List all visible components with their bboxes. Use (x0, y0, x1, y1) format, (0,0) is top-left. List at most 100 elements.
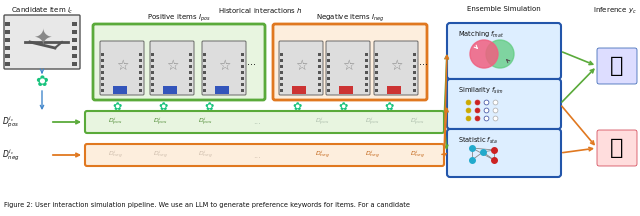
Text: $D^i_{pos}$: $D^i_{pos}$ (410, 116, 424, 128)
Bar (387, 86, 401, 94)
Bar (139, 59, 142, 62)
Bar (139, 53, 142, 56)
Bar (413, 83, 416, 86)
FancyBboxPatch shape (374, 41, 418, 95)
Text: ✿: ✿ (339, 102, 348, 112)
Bar (327, 77, 330, 80)
Bar (241, 65, 244, 68)
Bar (318, 71, 321, 74)
Bar (101, 77, 104, 80)
Bar (375, 89, 378, 92)
Text: ✿: ✿ (158, 102, 168, 112)
FancyBboxPatch shape (273, 24, 427, 100)
FancyBboxPatch shape (279, 41, 323, 95)
Bar (318, 65, 321, 68)
Bar (5, 30, 10, 34)
FancyBboxPatch shape (85, 111, 444, 133)
Bar (189, 59, 192, 62)
FancyBboxPatch shape (4, 15, 80, 69)
Text: ✿: ✿ (384, 102, 394, 112)
Bar (101, 89, 104, 92)
Text: Candidate item $i_c$: Candidate item $i_c$ (11, 6, 74, 16)
Bar (292, 86, 306, 94)
Bar (151, 77, 154, 80)
Bar (318, 83, 321, 86)
Bar (203, 59, 206, 62)
Bar (241, 89, 244, 92)
Bar (189, 89, 192, 92)
Bar (203, 77, 206, 80)
Bar (339, 86, 353, 94)
Bar (203, 89, 206, 92)
Text: ☆: ☆ (218, 59, 230, 73)
FancyBboxPatch shape (150, 41, 194, 95)
Text: ☆: ☆ (166, 59, 179, 73)
Bar (72, 22, 77, 26)
FancyBboxPatch shape (447, 23, 561, 79)
Bar (318, 53, 321, 56)
Text: 👎: 👎 (611, 138, 624, 158)
Bar (241, 59, 244, 62)
Bar (72, 46, 77, 50)
Bar (318, 77, 321, 80)
Text: $D^{i_c}_{pos}$: $D^{i_c}_{pos}$ (2, 114, 19, 130)
Text: ☆: ☆ (295, 59, 307, 73)
Bar (101, 53, 104, 56)
Bar (375, 65, 378, 68)
Bar (215, 86, 229, 94)
Bar (101, 65, 104, 68)
Bar (139, 83, 142, 86)
Bar (365, 83, 368, 86)
Text: $D^i_{pos}$: $D^i_{pos}$ (365, 116, 380, 128)
Bar (241, 77, 244, 80)
Bar (327, 71, 330, 74)
Bar (151, 83, 154, 86)
Text: 👍: 👍 (611, 56, 624, 76)
Text: ☆: ☆ (116, 59, 128, 73)
Text: Ensemble Simulation: Ensemble Simulation (467, 6, 541, 12)
Bar (241, 83, 244, 86)
Bar (413, 53, 416, 56)
Text: $D^i_{neg}$: $D^i_{neg}$ (314, 149, 330, 161)
Bar (280, 77, 283, 80)
Text: Matching $f_{mat}$: Matching $f_{mat}$ (458, 30, 504, 40)
Text: ...: ... (253, 151, 261, 159)
Bar (280, 83, 283, 86)
Text: ✿: ✿ (36, 73, 49, 89)
Text: $D^i_{neg}$: $D^i_{neg}$ (198, 149, 212, 161)
Text: ...: ... (248, 57, 257, 67)
Bar (203, 83, 206, 86)
FancyBboxPatch shape (597, 130, 637, 166)
Text: ...: ... (419, 57, 428, 67)
Bar (365, 59, 368, 62)
Bar (72, 38, 77, 42)
Bar (163, 86, 177, 94)
Text: $D^i_{neg}$: $D^i_{neg}$ (108, 149, 122, 161)
Bar (5, 54, 10, 58)
Bar (413, 59, 416, 62)
Bar (151, 53, 154, 56)
Text: $D^{i_c}_{neg}$: $D^{i_c}_{neg}$ (2, 147, 20, 163)
Bar (139, 65, 142, 68)
Text: Negative items $I_{neg}$: Negative items $I_{neg}$ (316, 13, 384, 24)
Text: ✿: ✿ (292, 102, 301, 112)
Bar (318, 89, 321, 92)
Bar (189, 53, 192, 56)
FancyBboxPatch shape (597, 48, 637, 84)
Text: Similarity $f_{sim}$: Similarity $f_{sim}$ (458, 86, 504, 96)
Text: Figure 2: User interaction simulation pipeline. We use an LLM to generate prefer: Figure 2: User interaction simulation pi… (4, 202, 410, 208)
Text: ✿: ✿ (204, 102, 214, 112)
Bar (413, 89, 416, 92)
FancyBboxPatch shape (326, 41, 370, 95)
Text: $D^i_{pos}$: $D^i_{pos}$ (315, 116, 329, 128)
Bar (375, 71, 378, 74)
Bar (280, 89, 283, 92)
Bar (375, 77, 378, 80)
Bar (413, 77, 416, 80)
Bar (365, 71, 368, 74)
Bar (101, 71, 104, 74)
Bar (327, 83, 330, 86)
Bar (365, 77, 368, 80)
Bar (375, 53, 378, 56)
Bar (72, 54, 77, 58)
